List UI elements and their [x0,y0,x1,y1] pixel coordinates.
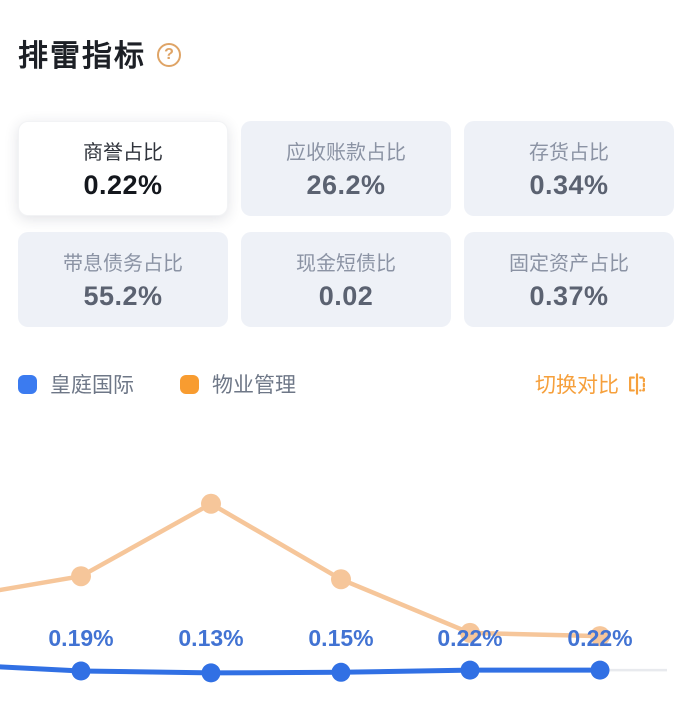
metric-label: 带息债务占比 [63,253,183,275]
series-points-company [71,660,610,683]
metric-card-fixed-assets-ratio[interactable]: 固定资产占比 0.37% [464,232,674,327]
series-line-industry [0,501,603,639]
help-question-icon[interactable]: ? [157,42,181,67]
svg-text:0.22%: 0.22% [437,625,502,651]
metric-label: 商誉占比 [83,142,163,164]
metric-card-goodwill-ratio[interactable]: 商誉占比 0.22% [18,121,228,216]
metric-card-inventory-ratio[interactable]: 存货占比 0.34% [464,121,674,216]
metric-value: 26.2% [306,170,386,200]
metric-value: 0.02 [318,281,374,311]
svg-text:0.15%: 0.15% [308,625,373,651]
legend-label: 皇庭国际 [50,374,134,397]
legend-swatch-company [18,374,37,394]
page-title: 排雷指标 [18,40,146,73]
metric-label: 现金短债比 [296,253,396,275]
series-points-industry [71,493,610,647]
metric-value: 0.34% [529,170,609,200]
metric-value: 0.22% [83,170,163,200]
metric-cards-grid: 商誉占比 0.22% 应收账款占比 26.2% 存货占比 0.34% 带息债务占… [18,121,674,327]
metric-label: 固定资产占比 [509,253,629,275]
panel-header: 排雷指标 ? [18,0,674,75]
metric-card-cash-shortdebt-ratio[interactable]: 现金短债比 0.02 [241,232,451,327]
metric-label: 存货占比 [529,142,609,164]
legend-swatch-industry [180,374,199,394]
series-value-labels: 0.19% 0.13% 0.15% 0.22% 0.22% [48,625,632,651]
svg-text:0.13%: 0.13% [178,625,243,651]
series-line-company [0,664,603,676]
legend-row: 皇庭国际 物业管理 切换对比 [18,369,674,399]
metric-label: 应收账款占比 [286,142,406,164]
metric-card-interest-debt-ratio[interactable]: 带息债务占比 55.2% [18,232,228,327]
metric-value: 55.2% [83,281,163,311]
switch-compare-button[interactable]: 切换对比 [535,369,648,399]
legend-item-company[interactable]: 皇庭国际 [18,369,134,399]
legend-item-industry[interactable]: 物业管理 [180,369,296,399]
svg-text:0.19%: 0.19% [48,625,113,651]
metric-card-receivables-ratio[interactable]: 应收账款占比 26.2% [241,121,451,216]
compare-icon [629,373,645,395]
comparison-chart-container: 0.19% 0.13% 0.15% 0.22% 0.22% [0,432,692,706]
legend-label: 物业管理 [212,374,296,397]
comparison-chart[interactable]: 0.19% 0.13% 0.15% 0.22% 0.22% [0,432,692,706]
svg-text:0.22%: 0.22% [567,625,632,651]
metric-value: 0.37% [529,281,609,311]
switch-compare-label: 切换对比 [535,374,619,397]
